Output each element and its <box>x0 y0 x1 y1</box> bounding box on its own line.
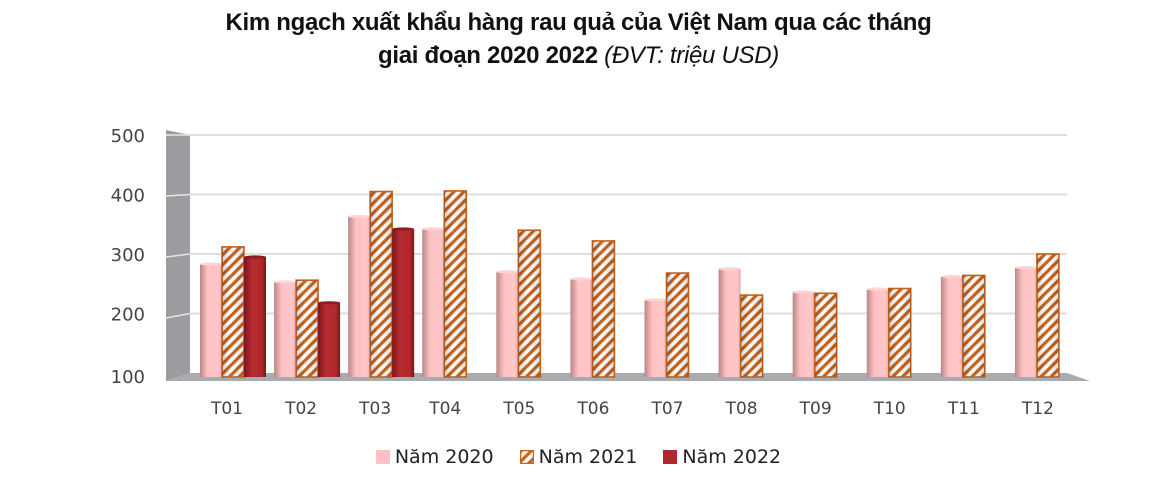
x-tick-label: T09 <box>799 399 832 419</box>
x-tick-label: T04 <box>428 399 461 419</box>
y-tick-label: 100 <box>111 367 145 388</box>
legend-item-2021: Năm 2021 <box>519 446 638 468</box>
bar-2020 <box>644 298 667 377</box>
bar-2020 <box>792 290 815 377</box>
x-tick-label: T01 <box>210 399 243 419</box>
chart-title-line2: giai đoạn 2020 2022 (ĐVT: triệu USD) <box>0 39 1157 72</box>
x-axis-labels: T01 T02 T03 T04 T05 T06 T07 T08 T09 T10 T11 T12 <box>210 399 1054 419</box>
y-tick-label: 200 <box>111 305 145 326</box>
chart-title-period: giai đoạn 2020 2022 <box>378 42 598 69</box>
x-tick-label: T03 <box>358 399 391 419</box>
y-tick-label: 300 <box>111 245 145 266</box>
x-tick-label: T07 <box>650 399 683 419</box>
chart-title-line1: Kim ngạch xuất khẩu hàng rau quả của Việ… <box>225 9 932 36</box>
bar-2021 <box>517 229 542 378</box>
x-tick-label: T12 <box>1021 399 1054 419</box>
bar-2021 <box>962 274 986 378</box>
legend-item-2020: Năm 2020 <box>375 446 494 468</box>
legend-label-2021: Năm 2021 <box>538 446 638 468</box>
bar-series <box>200 190 1060 378</box>
chart-title-unit: (ĐVT: triệu USD) <box>604 42 779 69</box>
chart-title: Kim ngạch xuất khẩu hàng rau quả của Việ… <box>0 6 1157 72</box>
legend-label-2022: Năm 2022 <box>682 446 782 468</box>
legend-swatch-2020 <box>375 450 390 464</box>
bar-2022 <box>318 301 341 377</box>
bar-2020 <box>940 275 963 377</box>
x-tick-label: T08 <box>725 399 758 419</box>
bar-2022 <box>244 255 266 377</box>
side-wall-gridline <box>165 312 191 319</box>
bar-2021 <box>369 190 393 378</box>
bar-2020 <box>718 267 741 377</box>
bar-2020 <box>570 277 593 377</box>
x-tick-label: T06 <box>576 399 609 419</box>
bar-2021 <box>295 279 319 378</box>
bar-2021 <box>443 190 468 378</box>
y-tick-label: 400 <box>111 186 145 207</box>
y-tick-label: 500 <box>111 126 145 147</box>
bar-2022 <box>392 227 415 377</box>
side-wall-gridline <box>165 193 191 197</box>
bar-2020 <box>496 270 519 377</box>
x-tick-label: T05 <box>502 399 535 419</box>
bar-2021 <box>665 272 690 378</box>
bar-2021 <box>887 287 912 378</box>
bar-2020 <box>200 262 222 377</box>
legend-label-2020: Năm 2020 <box>394 446 494 468</box>
x-tick-label: T11 <box>947 399 980 419</box>
bar-2021 <box>221 246 245 378</box>
bar-2020 <box>1014 266 1037 377</box>
bar-2020 <box>348 214 371 377</box>
legend-swatch-2021 <box>519 450 534 464</box>
x-tick-label: T10 <box>873 399 906 419</box>
bar-2021 <box>813 292 838 378</box>
bar-2020 <box>866 287 889 377</box>
legend-swatch-2022 <box>663 450 678 464</box>
bar-2021 <box>739 294 764 378</box>
bar-2021 <box>1036 253 1060 378</box>
side-wall-gridline <box>165 253 191 258</box>
chart-legend: Năm 2020 Năm 2021 Năm 2022 <box>0 446 1157 468</box>
bar-2020 <box>274 280 297 377</box>
x-tick-label: T02 <box>284 399 317 419</box>
bar-2021 <box>591 240 616 378</box>
legend-item-2022: Năm 2022 <box>663 446 781 468</box>
bar-2020 <box>422 227 445 377</box>
